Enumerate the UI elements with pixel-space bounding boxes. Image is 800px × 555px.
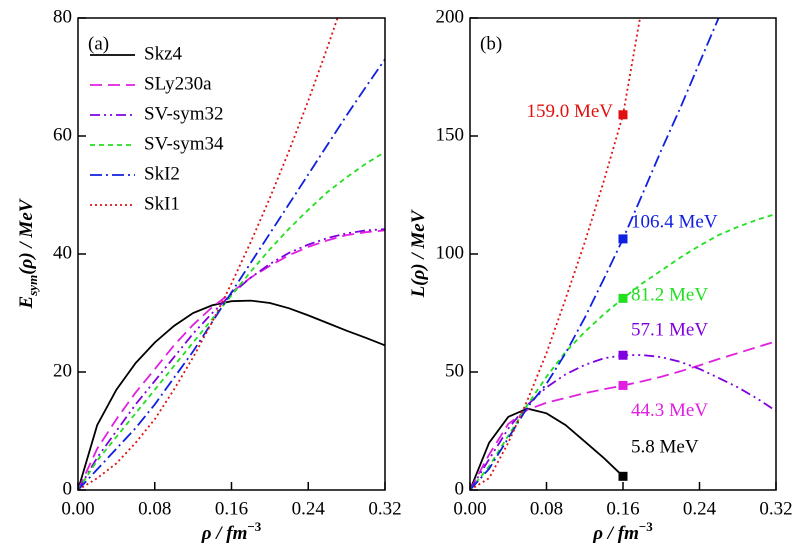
panel-label: (a): [88, 33, 109, 54]
x-label-main: ρ / fm: [592, 523, 639, 544]
x-tick-label: 0.32: [759, 498, 792, 519]
y-tick-label: 80: [53, 6, 72, 27]
plot-area: [78, 18, 385, 490]
y-label-main: E: [16, 296, 37, 310]
marker-label: 5.8 MeV: [631, 437, 699, 458]
x-tick-label: 0.16: [606, 498, 639, 519]
series-line: [470, 407, 624, 490]
y-axis-label: L(ρ) / MeV: [408, 209, 429, 298]
plot-frame: [77, 17, 386, 491]
y-label-sub: sym: [25, 275, 40, 297]
series-line: [78, 229, 385, 490]
marker: [618, 380, 628, 390]
x-tick-label: 0.24: [292, 498, 326, 519]
y-tick-label: 20: [53, 360, 72, 381]
marker-label: 81.2 MeV: [631, 285, 708, 306]
series-line: [470, 18, 720, 490]
marker: [618, 110, 628, 120]
x-label-sup: −3: [247, 519, 261, 534]
x-tick-label: 0.16: [215, 498, 248, 519]
x-tick-label: 0.08: [530, 498, 563, 519]
legend-label: Skz4: [144, 43, 183, 64]
x-tick-label: 0.00: [453, 498, 486, 519]
legend-label: SkI2: [144, 163, 180, 184]
y-label-rest: (ρ) / MeV: [16, 198, 37, 275]
legend-label: SV-sym34: [144, 133, 224, 154]
marker: [618, 293, 628, 303]
marker-label: 159.0 MeV: [526, 101, 613, 122]
plot-area: [470, 18, 776, 490]
y-tick-label: 0: [455, 478, 465, 499]
marker-label: 106.4 MeV: [631, 211, 718, 232]
y-tick-label: 60: [53, 124, 72, 145]
y-axis-label: Esym(ρ) / MeV: [16, 198, 40, 309]
series-line: [78, 58, 385, 490]
series-line: [78, 18, 339, 490]
series-line: [78, 299, 385, 490]
y-tick-label: 40: [53, 242, 72, 263]
marker: [618, 234, 628, 244]
y-label-main: L(ρ) / MeV: [408, 209, 429, 298]
x-tick-label: 0.24: [683, 498, 717, 519]
plot-frame: [469, 17, 777, 491]
x-tick-label: 0.08: [138, 498, 171, 519]
marker: [618, 471, 628, 481]
y-tick-label: 100: [436, 242, 465, 263]
series-line: [470, 340, 776, 490]
marker-label: 57.1 MeV: [631, 320, 708, 341]
legend-label: SkI1: [144, 193, 180, 214]
x-axis-label: ρ / fm−3: [201, 519, 262, 544]
y-tick-label: 200: [436, 6, 465, 27]
panel-label: (b): [480, 33, 502, 54]
x-tick-label: 0.00: [61, 498, 94, 519]
x-axis-label: ρ / fm−3: [592, 519, 653, 544]
x-tick-label: 0.32: [368, 498, 401, 519]
legend-label: SV-sym32: [144, 103, 224, 124]
marker-label: 44.3 MeV: [631, 400, 708, 421]
series-line: [78, 151, 385, 490]
y-tick-label: 150: [436, 124, 465, 145]
marker: [618, 350, 628, 360]
y-tick-label: 0: [63, 478, 73, 499]
y-tick-label: 50: [445, 360, 464, 381]
series-line: [470, 18, 641, 490]
series-line: [78, 228, 385, 490]
x-label-sup: −3: [639, 519, 653, 534]
legend-label: SLy230a: [144, 73, 212, 94]
x-label-main: ρ / fm: [201, 523, 248, 544]
